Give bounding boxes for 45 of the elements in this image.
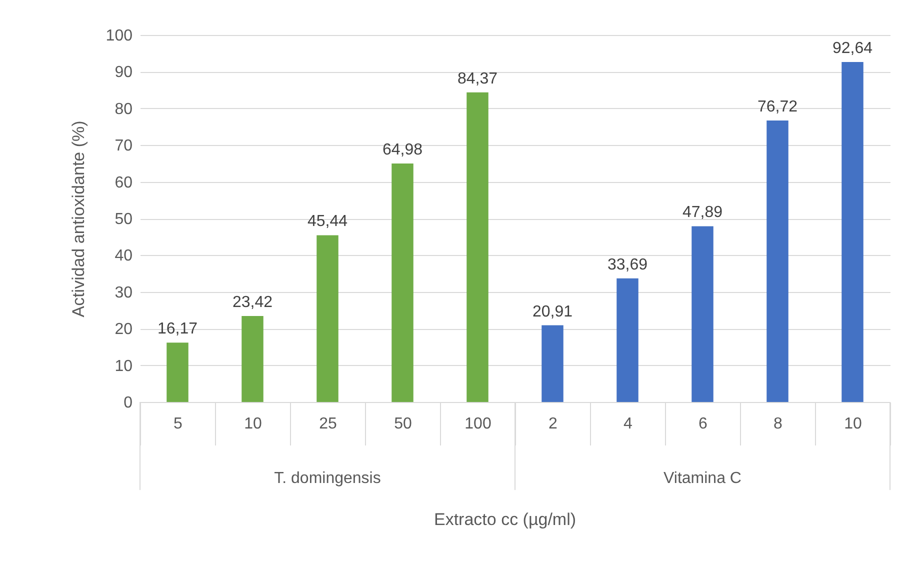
y-axis-title: Actividad antioxidante (%) <box>68 120 88 318</box>
y-tick-label: 70 <box>114 138 133 155</box>
y-tick-label: 40 <box>114 248 133 265</box>
bar <box>616 278 638 402</box>
bar <box>166 342 188 402</box>
text: T. domingensis <box>274 470 381 487</box>
data-label: 47,89 <box>682 204 723 222</box>
x-tick-label: 10 <box>844 416 862 432</box>
x-tick-label: 5 <box>174 416 183 432</box>
y-tick-label: 20 <box>114 321 133 338</box>
text: Vitamina C <box>664 470 742 487</box>
bar <box>466 92 488 402</box>
x-tick-label: 6 <box>698 416 708 432</box>
data-label: 23,42 <box>232 294 273 312</box>
x-tick-label: 25 <box>319 416 337 432</box>
data-label: 84,37 <box>457 70 498 88</box>
data-label: 64,98 <box>382 142 423 159</box>
x-tick-label: 10 <box>244 416 262 432</box>
y-tick-label: 60 <box>114 174 133 192</box>
x-axis-title: Extracto cc (µg/ml) <box>434 510 576 529</box>
y-tick-label: 80 <box>114 100 133 118</box>
x-tick-label: 8 <box>774 416 783 432</box>
data-label: 76,72 <box>757 98 798 116</box>
y-tick-label: 90 <box>114 64 133 82</box>
x-tick-label: 2 <box>548 416 558 432</box>
bar <box>392 164 414 402</box>
data-label: 92,64 <box>832 40 873 58</box>
y-tick-label: 0 <box>124 394 133 412</box>
data-label: 20,91 <box>532 303 573 320</box>
y-tick-label: 10 <box>114 358 133 375</box>
bar <box>692 226 714 402</box>
bar <box>842 62 864 402</box>
x-tick-label: 4 <box>624 416 633 432</box>
bar <box>766 120 788 402</box>
y-tick-label: 30 <box>114 284 133 302</box>
bar <box>242 316 264 402</box>
data-label: 16,17 <box>157 320 198 338</box>
data-label: 45,44 <box>307 213 348 230</box>
y-tick-label: 100 <box>106 28 133 44</box>
y-tick-label: 50 <box>114 211 133 228</box>
bar <box>316 235 338 402</box>
bar <box>542 325 564 402</box>
x-tick-label: 50 <box>394 416 412 432</box>
x-tick-label: 100 <box>464 416 492 432</box>
data-label: 33,69 <box>607 256 648 274</box>
